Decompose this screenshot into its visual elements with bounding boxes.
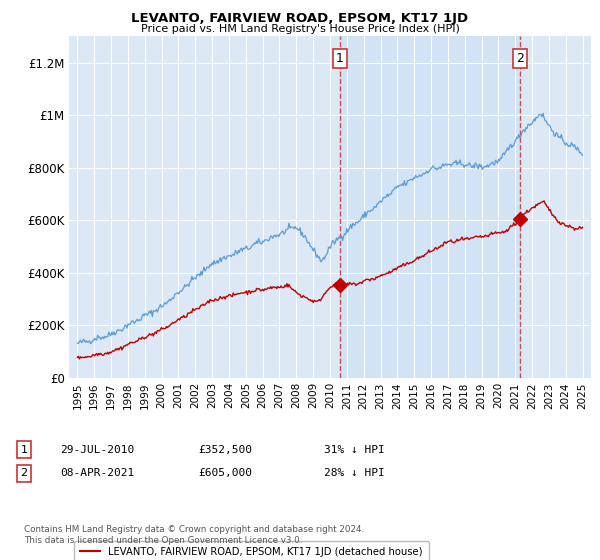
Text: £352,500: £352,500: [198, 445, 252, 455]
Text: 31% ↓ HPI: 31% ↓ HPI: [324, 445, 385, 455]
Text: 1: 1: [335, 52, 344, 65]
Legend: LEVANTO, FAIRVIEW ROAD, EPSOM, KT17 1JD (detached house), HPI: Average price, de: LEVANTO, FAIRVIEW ROAD, EPSOM, KT17 1JD …: [74, 541, 428, 560]
Text: 2: 2: [516, 52, 524, 65]
Text: Contains HM Land Registry data © Crown copyright and database right 2024.
This d: Contains HM Land Registry data © Crown c…: [24, 525, 364, 545]
Text: 08-APR-2021: 08-APR-2021: [60, 468, 134, 478]
Bar: [340, 36, 520, 378]
Text: 2: 2: [20, 468, 28, 478]
Text: 29-JUL-2010: 29-JUL-2010: [60, 445, 134, 455]
Text: 1: 1: [20, 445, 28, 455]
Text: £605,000: £605,000: [198, 468, 252, 478]
Text: 28% ↓ HPI: 28% ↓ HPI: [324, 468, 385, 478]
Text: Price paid vs. HM Land Registry's House Price Index (HPI): Price paid vs. HM Land Registry's House …: [140, 24, 460, 34]
Text: LEVANTO, FAIRVIEW ROAD, EPSOM, KT17 1JD: LEVANTO, FAIRVIEW ROAD, EPSOM, KT17 1JD: [131, 12, 469, 25]
